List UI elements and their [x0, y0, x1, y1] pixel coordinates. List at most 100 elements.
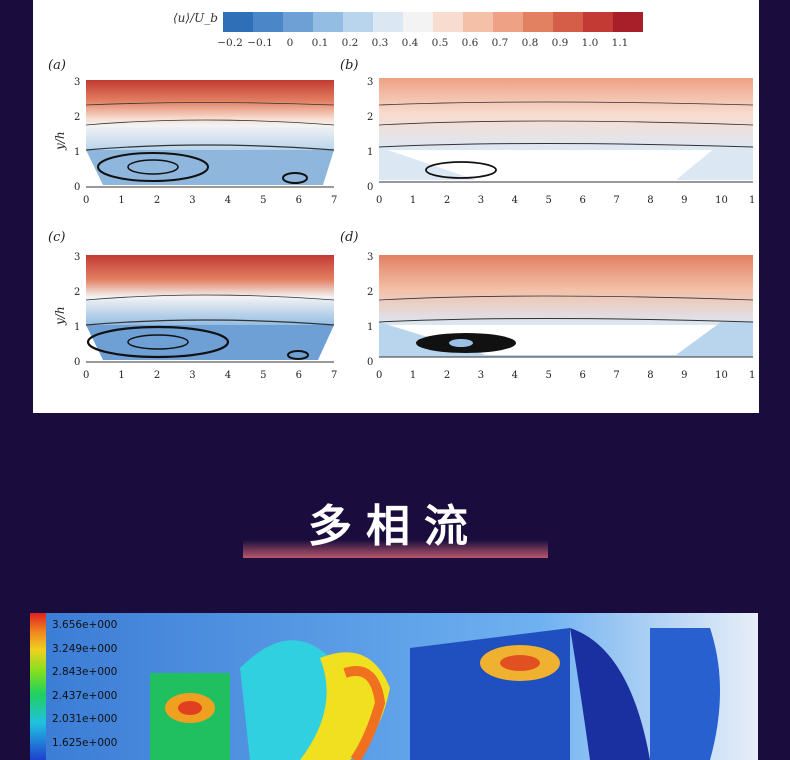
x-tick-label: 5: [260, 195, 267, 206]
colorbar-tick-label: −0.1: [247, 37, 273, 49]
colorbar-segment: [613, 12, 643, 32]
y-tick-label: 1: [367, 322, 374, 333]
colorbar-segment: [343, 12, 374, 32]
plot-c-label: (c): [48, 230, 66, 245]
x-tick-label: 1: [749, 195, 756, 206]
colorbar-segment: [583, 12, 614, 32]
colorbar-tick-label: −0.2: [217, 37, 243, 49]
y-tick-label: 2: [367, 112, 374, 123]
x-tick-label: 8: [647, 370, 654, 381]
colorbar-tick-label: 0: [286, 37, 294, 49]
y-tick-label: 1: [74, 147, 81, 158]
colorbar-segment: [493, 12, 524, 32]
legend-value: 2.843e+000: [52, 666, 118, 678]
x-tick-label: 4: [511, 370, 518, 381]
y-tick-label: 3: [74, 252, 81, 263]
plot-c: [85, 255, 335, 363]
colorbar-segment: [403, 12, 434, 32]
colorbar-segment: [373, 12, 404, 32]
y-tick-label: 0: [367, 182, 374, 193]
plot-d-label: (d): [340, 230, 359, 245]
x-tick-label: 9: [681, 370, 688, 381]
y-tick-label: 2: [74, 287, 81, 298]
y-tick-label: 2: [74, 112, 81, 123]
x-tick-label: 7: [331, 370, 338, 381]
colorbar-tick-label: 0.7: [491, 37, 509, 49]
colorbar-tick-label: 0.3: [371, 37, 389, 49]
x-tick-label: 10: [715, 370, 728, 381]
x-tick-label: 6: [579, 195, 586, 206]
y-tick-label: 0: [367, 357, 374, 368]
x-tick-label: 7: [613, 370, 620, 381]
x-tick-label: 9: [681, 195, 688, 206]
colorbar-tick-label: 1.0: [581, 37, 599, 49]
plot-a: [85, 80, 335, 188]
legend-value: 1.625e+000: [52, 736, 118, 749]
colorbar-label: ⟨u⟩/U_b: [173, 11, 218, 25]
y-tick-label: 3: [367, 77, 374, 88]
colorbar-segment: [553, 12, 584, 32]
colorbar-tick-label: 1.1: [611, 37, 629, 49]
legend-value: 3.249e+000: [52, 642, 118, 655]
x-tick-label: 3: [189, 370, 196, 381]
y-tick-label: 1: [367, 147, 374, 158]
legend-value: 2.437e+000: [52, 689, 118, 702]
x-tick-label: 6: [295, 370, 302, 381]
x-tick-label: 2: [153, 370, 161, 381]
plot-a-label: (a): [48, 58, 66, 73]
colorbar-segment: [463, 12, 494, 32]
x-tick-label: 7: [331, 195, 338, 206]
x-tick-label: 4: [511, 195, 518, 206]
x-tick-label: 3: [477, 195, 485, 206]
colorbar: [223, 12, 643, 32]
y-tick-label: 0: [74, 182, 81, 193]
legend-value: 2.031e+000: [52, 713, 118, 725]
x-tick-label: 5: [260, 370, 267, 381]
x-tick-label: 7: [613, 195, 620, 206]
x-tick-label: 2: [443, 195, 451, 206]
colorbar-segment: [523, 12, 554, 32]
x-tick-label: 5: [545, 195, 552, 206]
x-tick-label: 3: [477, 370, 485, 381]
colorbar-tick-label: 0.2: [341, 37, 359, 49]
x-tick-label: 1: [409, 195, 417, 206]
y-tick-label: 3: [74, 77, 81, 88]
x-tick-label: 0: [83, 370, 90, 381]
x-tick-label: 2: [153, 195, 161, 206]
y-tick-label: 1: [74, 322, 81, 333]
x-tick-label: 1: [749, 370, 756, 381]
colorbar-tick-label: 0.6: [461, 37, 479, 49]
x-tick-label: 4: [224, 195, 232, 206]
colorbar-tick-label: 0.5: [431, 37, 449, 49]
plot-b: [378, 78, 754, 183]
legend-values: 3.656e+000 3.249e+000 2.843e+000 2.437e+000…: [52, 619, 117, 760]
x-tick-label: 1: [118, 195, 125, 206]
x-tick-label: 10: [715, 195, 728, 206]
x-tick-label: 2: [443, 370, 451, 381]
colorbar-tick-label: 0.1: [311, 37, 329, 49]
x-tick-label: 3: [189, 195, 196, 206]
plot-d: [378, 255, 754, 358]
colorbar-segment: [253, 12, 284, 32]
colorbar-tick-label: 0.4: [401, 37, 419, 49]
plot-a-ylabel: y/h: [53, 131, 67, 150]
plot-b-label: (b): [340, 58, 359, 73]
section-title: 多相流: [308, 501, 482, 552]
impeller-render: [150, 628, 720, 760]
legend-value: 3.656e+000: [52, 619, 118, 631]
plot-c-ylabel: y/h: [53, 306, 67, 325]
colorbar-segment: [223, 12, 254, 32]
x-tick-label: 4: [224, 370, 232, 381]
y-tick-label: 3: [367, 252, 374, 263]
x-tick-label: 6: [579, 370, 586, 381]
colorbar-segment: [313, 12, 344, 32]
y-tick-label: 2: [367, 287, 374, 298]
x-tick-label: 1: [118, 370, 125, 381]
x-tick-label: 0: [83, 195, 90, 206]
flow-contour-figure: ⟨u⟩/U_b −0.2 −0.1 0 0.1 0.2 0.3 0.4 0.5 0.6 0.7 0.…: [33, 0, 759, 413]
colorbar-tick-label: 0.9: [551, 37, 569, 49]
legend-colorbar: [30, 613, 46, 760]
x-tick-label: 1: [409, 370, 417, 381]
x-tick-label: 8: [647, 195, 654, 206]
colorbar-segment: [433, 12, 464, 32]
